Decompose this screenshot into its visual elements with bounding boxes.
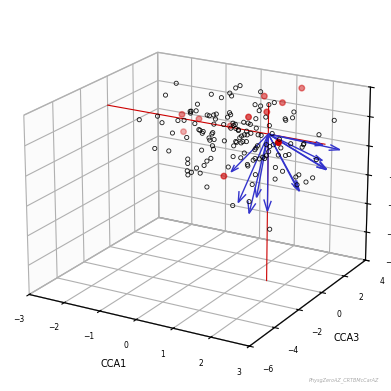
Text: PhysgZeroAZ_CRTBMcCarAZ: PhysgZeroAZ_CRTBMcCarAZ — [309, 377, 379, 383]
Y-axis label: CCA3: CCA3 — [334, 333, 360, 343]
X-axis label: CCA1: CCA1 — [101, 359, 127, 369]
